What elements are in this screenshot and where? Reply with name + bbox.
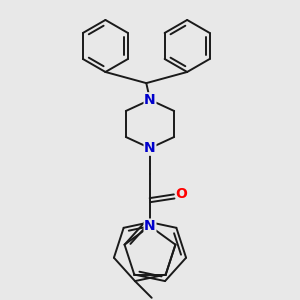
Text: N: N bbox=[144, 219, 156, 233]
Text: N: N bbox=[144, 141, 156, 155]
Text: O: O bbox=[175, 187, 187, 201]
Text: N: N bbox=[144, 93, 156, 107]
